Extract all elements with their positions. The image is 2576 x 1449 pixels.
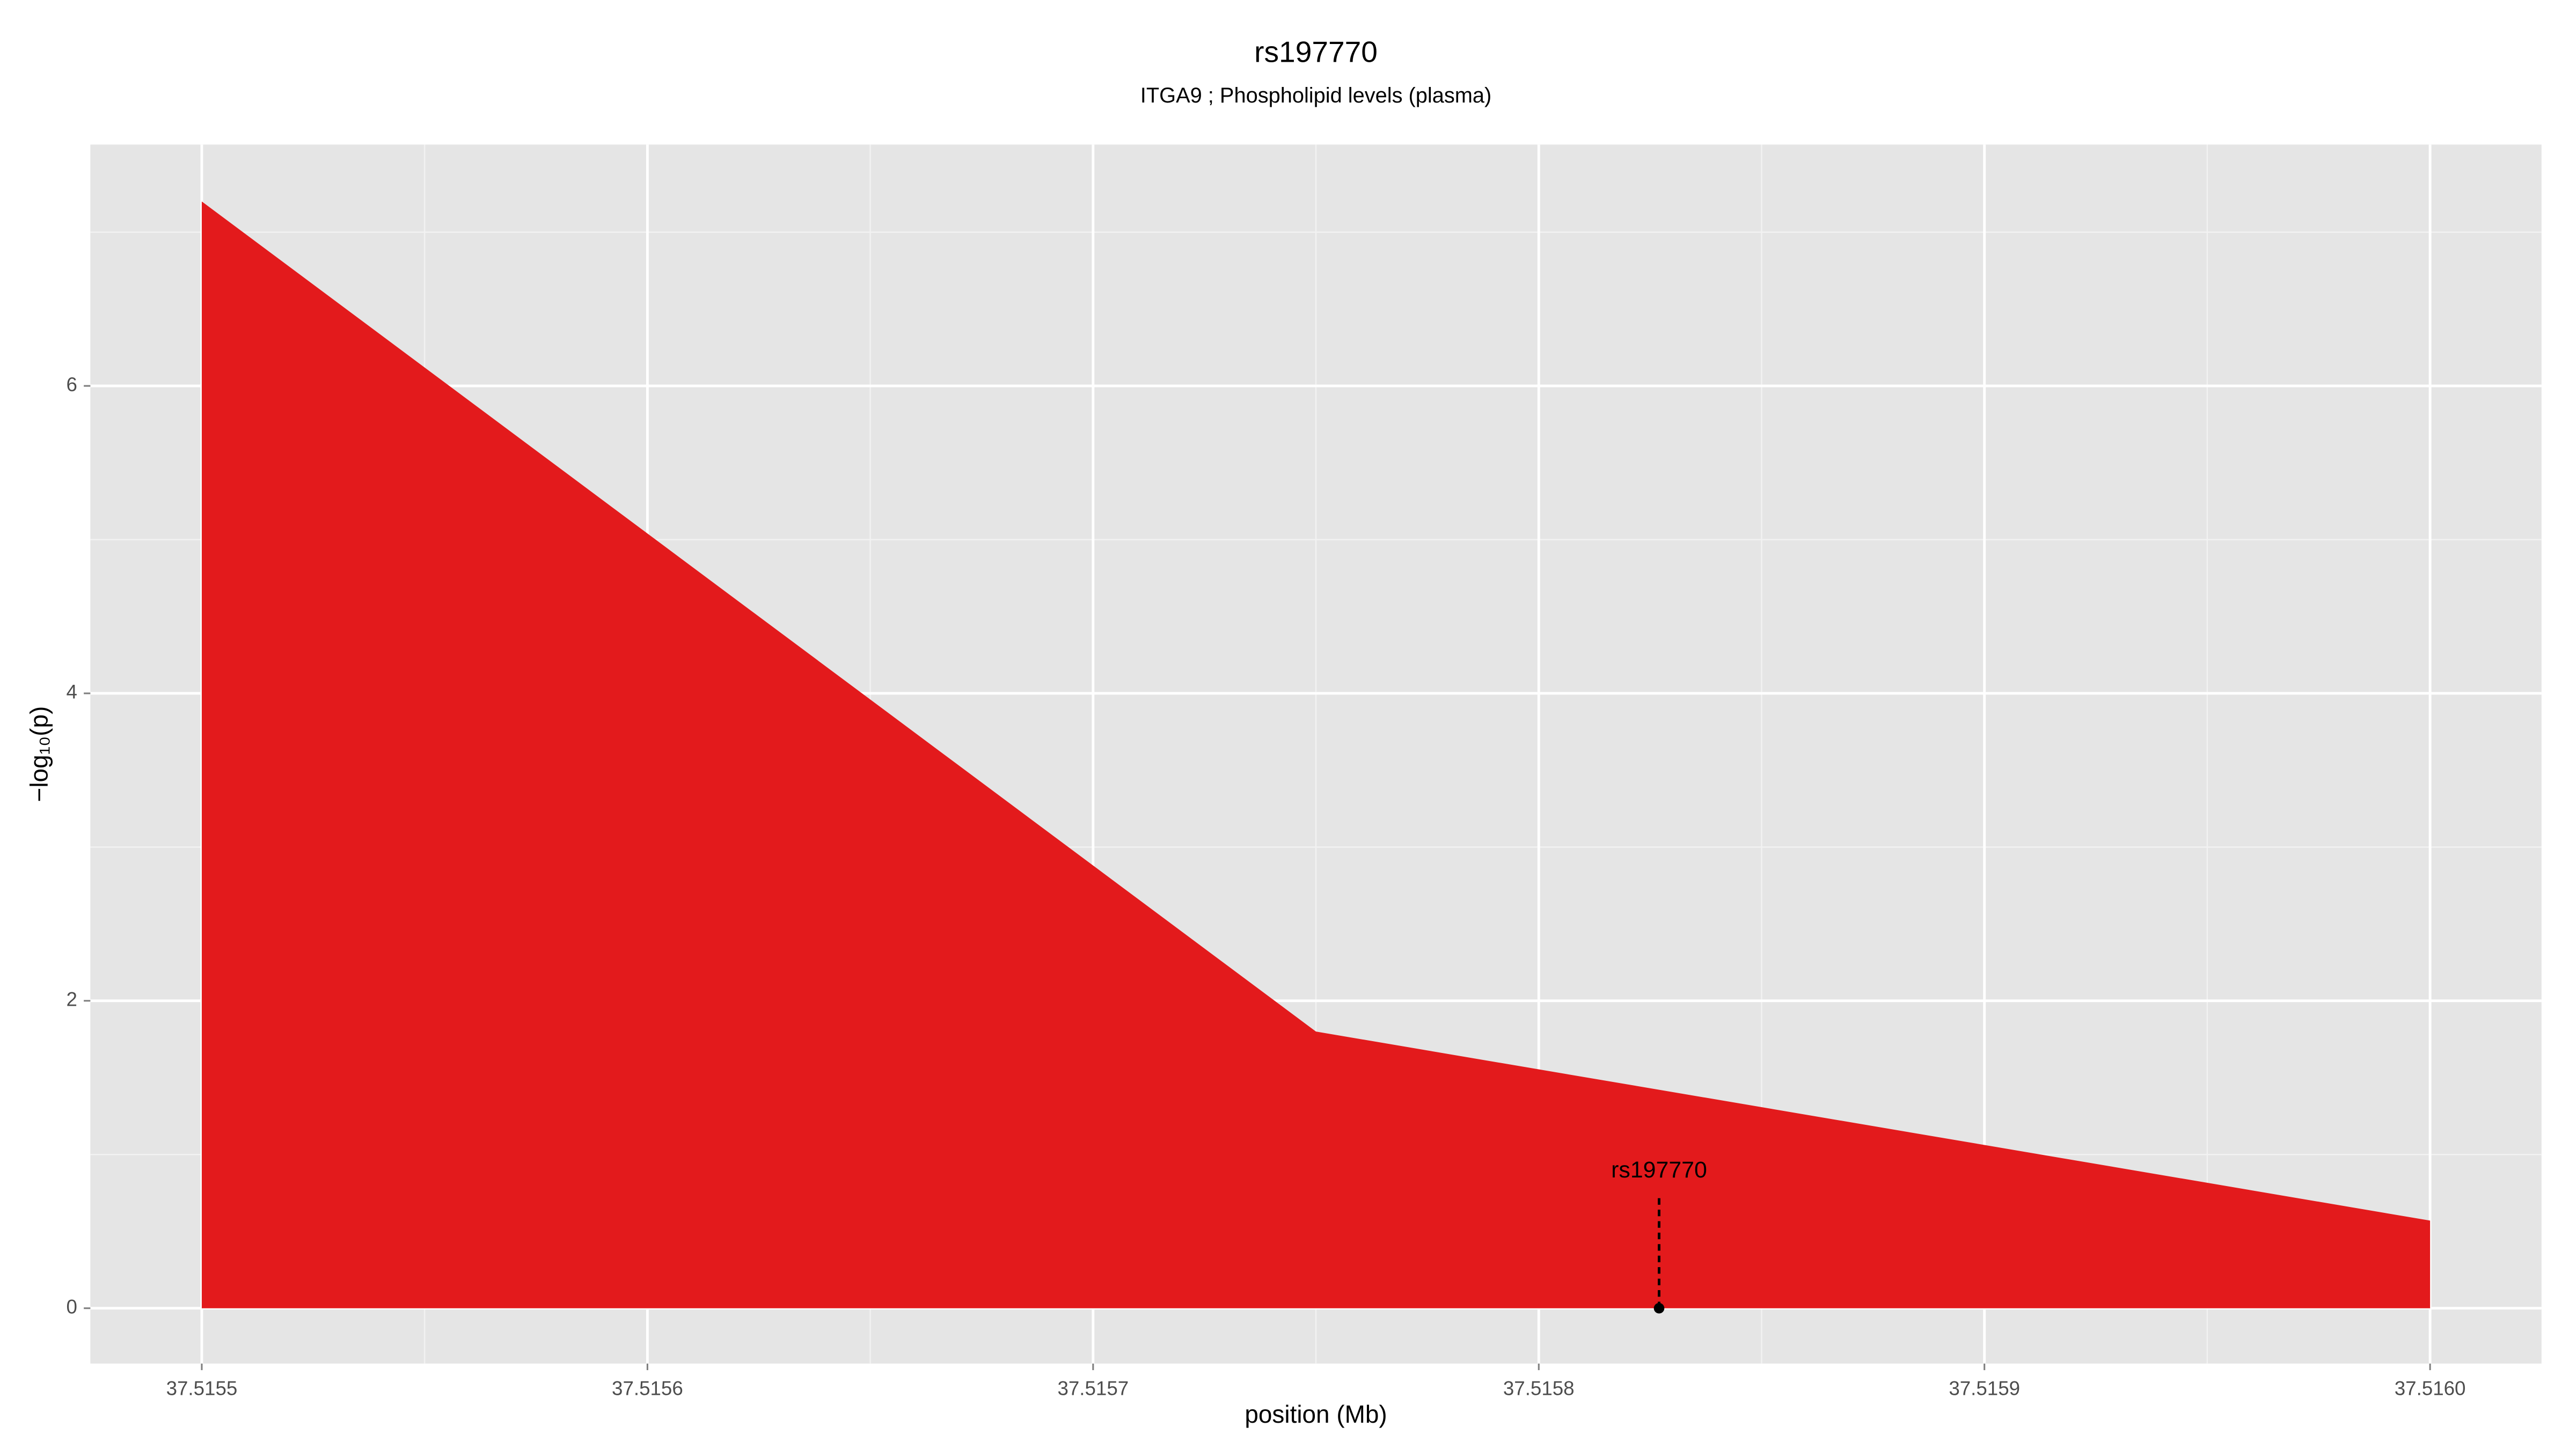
y-tick-label: 6 — [66, 374, 77, 396]
x-axis-title: position (Mb) — [1245, 1400, 1387, 1428]
chart-title: rs197770 — [1254, 35, 1378, 69]
y-tick-label: 0 — [66, 1296, 77, 1318]
annotation-label: rs197770 — [1611, 1157, 1707, 1183]
y-tick-label: 4 — [66, 681, 77, 703]
area — [201, 201, 2431, 1308]
x-tick-label: 37.5160 — [2395, 1377, 2466, 1399]
x-tick-label: 37.5157 — [1057, 1377, 1129, 1399]
x-tick-label: 37.5159 — [1949, 1377, 2020, 1399]
x-tick-label: 37.5155 — [166, 1377, 238, 1399]
x-tick-label: 37.5156 — [612, 1377, 683, 1399]
y-tick-label: 2 — [66, 989, 77, 1011]
annotation-point — [1653, 1302, 1665, 1314]
y-axis-title: −log₁₀(p) — [25, 706, 53, 802]
chart-subtitle: ITGA9 ; Phospholipid levels (plasma) — [1140, 84, 1491, 107]
x-tick-label: 37.5158 — [1503, 1377, 1575, 1399]
